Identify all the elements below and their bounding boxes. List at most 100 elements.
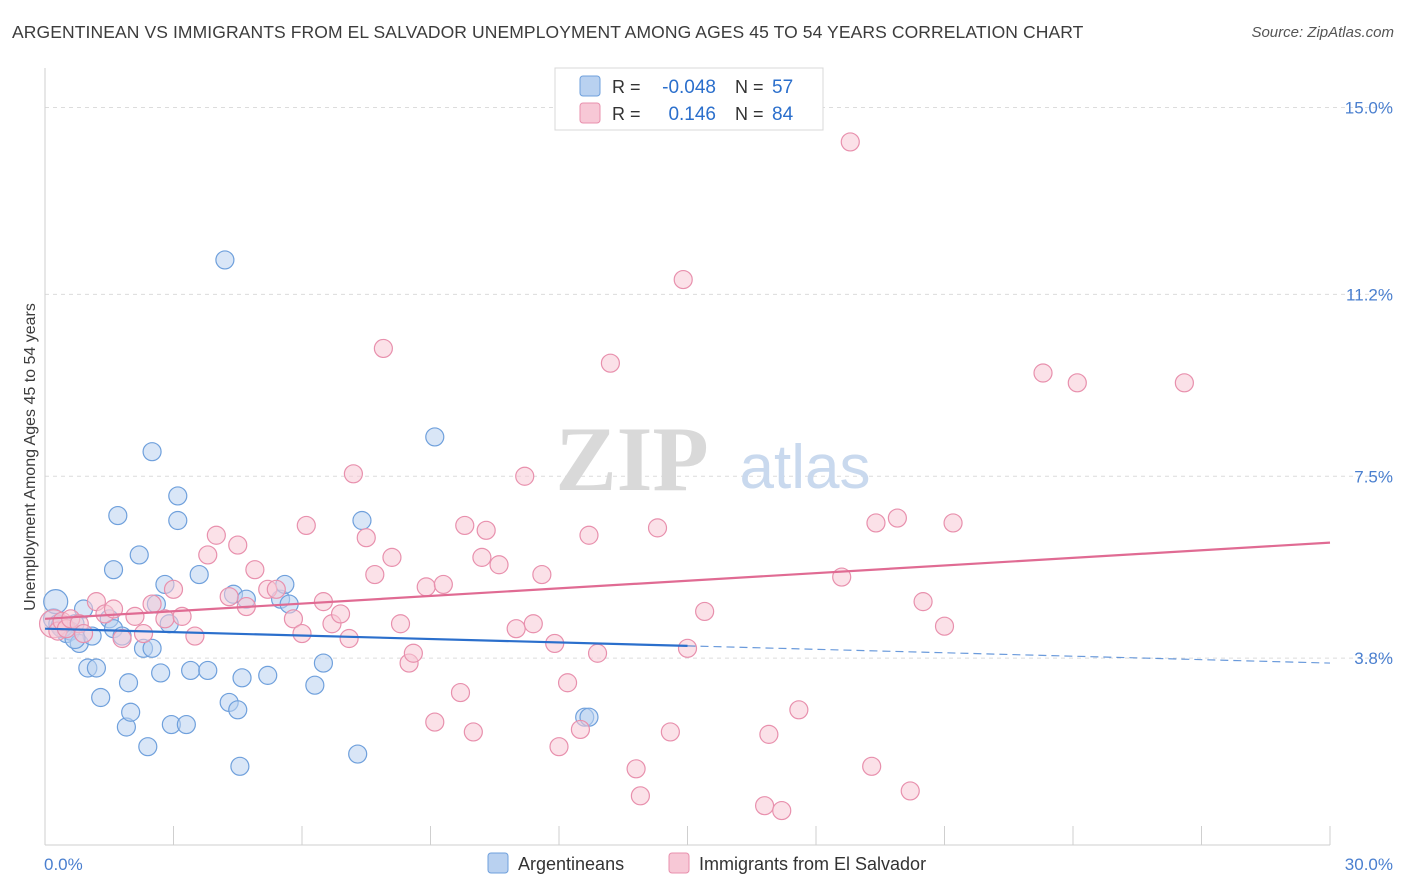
legend-swatch-el-salvador — [668, 852, 690, 874]
stats-legend-swatch-argentineans — [579, 75, 601, 97]
el-salvador-point-62 — [647, 518, 668, 538]
el-salvador-point-32 — [343, 464, 363, 484]
el-salvador-point-45 — [463, 722, 483, 742]
x-tick-labels: 0.0% 30.0% — [44, 855, 1393, 874]
el-salvador-point-73 — [862, 756, 882, 776]
argentinean-point-36 — [215, 250, 235, 270]
el-salvador-point-43 — [450, 682, 471, 703]
y-tick-label-3: 15.0% — [1345, 99, 1393, 118]
el-salvador-point-80 — [1033, 363, 1053, 383]
el-salvador-point-42 — [433, 574, 453, 595]
el-salvador-point-59 — [600, 353, 621, 373]
el-salvador-point-56 — [570, 719, 591, 740]
el-salvador-point-35 — [373, 338, 393, 359]
el-salvador-point-11 — [133, 623, 154, 644]
argentinean-point-41 — [232, 668, 252, 688]
watermark-zip: ZIP — [555, 408, 708, 510]
el-salvador-point-50 — [515, 466, 535, 486]
el-salvador-point-63 — [660, 722, 680, 742]
el-salvador-point-44 — [455, 515, 475, 536]
argentinean-point-31 — [168, 510, 188, 531]
el-salvador-point-81 — [1067, 373, 1087, 393]
el-salvador-point-40 — [416, 577, 436, 597]
el-salvador-point-12 — [142, 594, 162, 614]
argentinean-point-11 — [91, 687, 111, 708]
el-salvador-point-34 — [365, 564, 385, 585]
argentinean-trend-line — [44, 627, 688, 647]
argentinean-point-15 — [108, 505, 128, 526]
el-salvador-point-78 — [934, 616, 955, 636]
y-tick-label-0: 3.8% — [1354, 649, 1393, 668]
argentinean-point-20 — [129, 545, 149, 565]
stats-legend: R = -0.048 N = 57 R = 0.146 N = 84 — [554, 67, 824, 131]
el-salvador-point-39 — [403, 643, 423, 663]
argentinean-point-24 — [142, 638, 162, 658]
el-salvador-point-57 — [579, 525, 599, 545]
el-salvador-point-37 — [390, 614, 411, 634]
legend-swatch-argentineans — [487, 852, 509, 874]
el-salvador-point-14 — [163, 579, 184, 599]
argentinean-point-32 — [176, 714, 196, 735]
argentinean-point-51 — [425, 427, 445, 447]
el-salvador-point-41 — [425, 712, 445, 732]
argentinean-point-18 — [118, 673, 139, 693]
el-salvador-point-65 — [677, 638, 698, 658]
argentinean-point-47 — [305, 675, 325, 695]
argentinean-point-33 — [181, 660, 201, 681]
y-tick-label-2: 11.2% — [1346, 285, 1393, 304]
el-salvador-point-74 — [866, 513, 886, 533]
stats-n-value-1: 57 — [772, 77, 793, 98]
el-salvador-point-24 — [266, 579, 286, 599]
x-tick-label-1: 30.0% — [1345, 855, 1393, 874]
stats-n-label-2: N = — [735, 104, 764, 124]
el-salvador-point-75 — [887, 508, 907, 528]
argentinean-point-43 — [258, 665, 278, 685]
el-salvador-point-72 — [840, 132, 860, 152]
el-salvador-point-31 — [339, 628, 359, 649]
y-tick-labels: 3.8% 7.5% 11.2% 15.0% — [1345, 99, 1393, 669]
el-salvador-point-64 — [673, 269, 693, 290]
argentinean-trend-extension — [687, 645, 1331, 664]
legend-label-el-salvador: Immigrants from El Salvador — [699, 854, 926, 874]
el-salvador-point-20 — [228, 535, 248, 555]
el-salvador-point-9 — [112, 628, 132, 649]
el-salvador-point-83 — [73, 623, 94, 644]
series-legend: Argentineans Immigrants from El Salvador — [487, 852, 926, 874]
el-salvador-point-68 — [759, 724, 779, 744]
el-salvador-point-51 — [523, 614, 543, 634]
stats-n-label-1: N = — [735, 77, 764, 97]
stats-r-label-2: R = — [612, 104, 641, 124]
el-salvador-point-58 — [587, 643, 608, 663]
stats-r-label-1: R = — [612, 77, 641, 97]
el-salvador-point-55 — [557, 673, 578, 693]
el-salvador-point-10 — [125, 606, 145, 626]
el-salvador-point-70 — [789, 700, 809, 720]
argentinean-point-26 — [151, 663, 171, 683]
argentinean-point-10 — [86, 658, 107, 678]
chart-title: ARGENTINEAN VS IMMIGRANTS FROM EL SALVAD… — [12, 22, 1084, 42]
grid-lines — [45, 107, 1392, 659]
argentinean-point-19 — [121, 702, 141, 722]
el-salvador-point-16 — [185, 626, 205, 646]
el-salvador-point-79 — [943, 513, 963, 533]
stats-n-value-2: 84 — [772, 104, 794, 125]
el-salvador-point-66 — [695, 601, 715, 622]
stats-r-value-1: -0.048 — [662, 77, 716, 98]
chart-source: Source: ZipAtlas.com — [1251, 24, 1394, 41]
el-salvador-point-27 — [296, 515, 316, 536]
el-salvador-point-26 — [292, 623, 312, 644]
stats-r-value-2: 0.146 — [668, 104, 716, 125]
argentinean-point-14 — [103, 560, 124, 580]
el-salvador-point-18 — [206, 525, 226, 545]
argentinean-point-49 — [348, 744, 368, 764]
el-salvador-point-30 — [330, 604, 351, 624]
el-salvador-point-49 — [506, 619, 526, 639]
el-salvador-point-61 — [630, 786, 650, 806]
el-salvador-point-47 — [476, 520, 496, 540]
x-tick-label-0: 0.0% — [44, 855, 83, 874]
el-salvador-point-69 — [772, 800, 792, 821]
el-salvador-point-60 — [626, 759, 646, 779]
data-points — [38, 132, 1194, 821]
el-salvador-point-67 — [754, 796, 775, 816]
